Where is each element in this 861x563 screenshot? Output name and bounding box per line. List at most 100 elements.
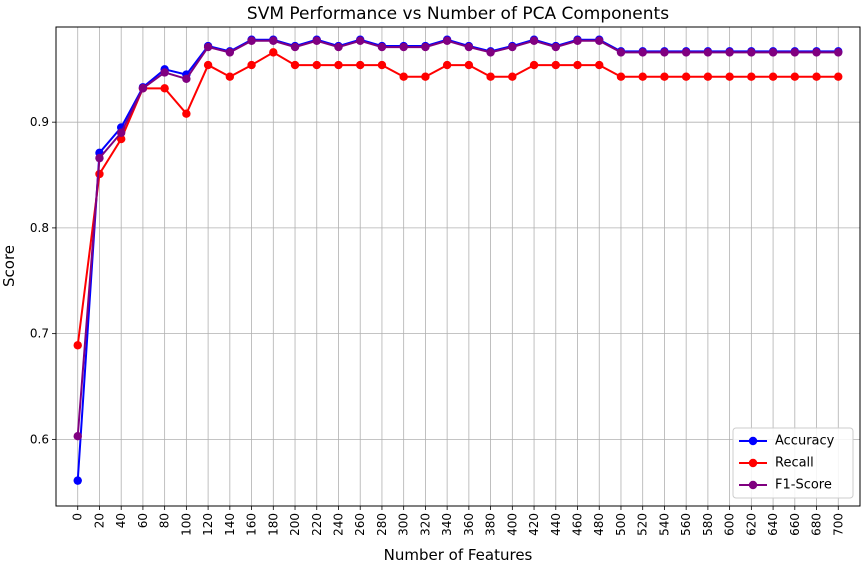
recall-point [834,72,843,81]
chart-title: SVM Performance vs Number of PCA Compone… [247,4,669,24]
f1-score-point [529,36,539,45]
legend-item-f1-score: F1-Score [739,478,832,493]
recall-point [747,72,756,81]
x-tick-label: 180 [266,513,280,536]
recall-point [573,60,582,70]
x-tick-label: 80 [158,513,172,528]
f1-score-point [356,36,365,45]
recall-point [616,72,626,81]
x-tick-label: 620 [744,513,758,536]
x-tick-label: 260 [353,513,367,536]
x-tick-label: 160 [245,513,259,536]
grid [56,27,860,506]
y-tick-label: 0.7 [30,327,49,341]
x-tick-label: 480 [592,513,606,536]
recall-point [421,72,430,81]
recall-point [269,48,278,57]
x-tick-label: 580 [701,513,715,536]
legend-item-accuracy: Accuracy [739,434,835,449]
f1-score-point [95,153,104,163]
f1-score-point [377,42,387,52]
x-tick-label: 660 [788,513,802,536]
f1-score-point [247,36,256,45]
f1-score-point [160,68,169,77]
legend-label: Accuracy [775,434,835,449]
f1-score-point [638,48,647,57]
x-axis-ticks: 0 20 40 60 80 100 120 140 160 180 200 220 240 260 280 3… [71,506,845,536]
x-tick-label: 540 [657,513,671,536]
f1-score-point [812,48,821,57]
x-axis-label: Number of Features [384,546,533,563]
y-tick-label: 0.6 [30,432,49,446]
accuracy-point [73,476,82,485]
x-tick-label: 200 [288,513,302,536]
legend-frame [732,427,854,499]
x-tick-label: 560 [679,513,693,536]
f1-score-point [442,36,452,45]
x-tick-label: 400 [505,513,519,536]
f1-score-point [334,42,343,52]
recall-point [225,72,235,81]
recall-point [160,84,169,93]
f1-score-point [834,48,843,57]
legend-swatch-marker [748,436,758,446]
f1-score-point [116,128,126,137]
f1-score-point [486,48,495,57]
series-lines [73,35,843,485]
recall-point [312,60,321,70]
x-tick-label: 600 [723,513,737,536]
x-tick-label: 680 [810,513,824,536]
y-axis-ticks: 0.6 0.7 0.8 0.9 [30,115,56,446]
recall-point [203,60,213,70]
legend-swatch-marker [748,458,758,468]
recall-point [595,60,604,70]
legend-item-recall: Recall [739,456,814,471]
f1-score-point [182,74,191,84]
x-tick-label: 380 [484,513,498,536]
series-f1-score [73,36,843,441]
recall-point [790,72,800,81]
f1-score-point [138,84,148,93]
recall-point [442,60,452,70]
x-tick-label: 20 [92,513,106,528]
x-tick-label: 440 [549,513,563,536]
x-tick-label: 640 [766,513,780,536]
recall-point [638,72,647,81]
recall-point [725,72,734,81]
f1-score-point [616,48,626,57]
f1-score-point [747,48,756,57]
recall-point [551,60,560,70]
x-tick-label: 360 [462,513,476,536]
recall-point [182,109,191,118]
f1-score-point [73,432,82,441]
x-tick-label: 0 [71,513,85,521]
f1-score-point [312,36,321,45]
recall-point [508,72,517,81]
recall-point [681,72,691,81]
legend-label: F1-Score [775,478,832,493]
f1-score-point [203,42,213,52]
f1-score-point [703,48,713,57]
x-tick-label: 300 [397,513,411,536]
recall-point [768,72,778,81]
f1-score-point [725,48,734,57]
recall-point [464,60,474,70]
x-tick-label: 240 [331,513,345,536]
x-tick-label: 280 [375,513,389,536]
f1-score-point [681,48,691,57]
recall-point [812,72,821,81]
f1-score-point [399,42,408,52]
x-tick-label: 520 [636,513,650,536]
x-tick-label: 220 [310,513,324,536]
recall-point [356,60,365,70]
x-tick-label: 320 [418,513,432,536]
f1-score-point [768,48,778,57]
recall-point [660,72,669,81]
recall-point [73,341,82,350]
x-tick-label: 460 [571,513,585,536]
f1-score-point [595,36,604,45]
x-tick-label: 40 [114,513,128,528]
recall-point [334,60,343,70]
recall-point [703,72,713,81]
